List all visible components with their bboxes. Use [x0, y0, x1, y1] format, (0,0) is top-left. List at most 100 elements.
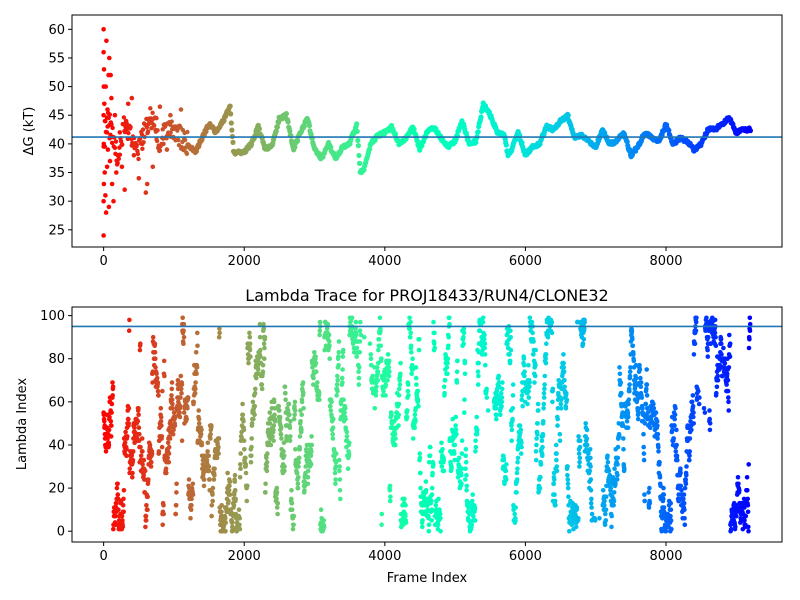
- lambda-point: [257, 321, 263, 327]
- dg-point: [176, 137, 181, 143]
- lambda-point: [115, 492, 121, 497]
- lambda-point: [169, 386, 175, 392]
- lambda-point: [661, 485, 666, 491]
- lambda-point: [691, 410, 696, 415]
- lambda-point: [408, 330, 414, 336]
- lambda-point: [555, 406, 561, 411]
- lambda-point: [257, 334, 263, 340]
- dg-point: [392, 131, 399, 137]
- lambda-point: [264, 464, 270, 469]
- lambda-point: [245, 483, 250, 489]
- dg-y-tick-label: 60: [48, 23, 65, 38]
- lambda-point: [393, 436, 398, 441]
- lambda-point: [519, 440, 524, 446]
- lambda-point: [356, 375, 362, 381]
- lambda-point: [136, 425, 142, 431]
- lambda-point: [521, 362, 527, 368]
- lambda-point: [600, 488, 606, 493]
- lambda-point: [368, 356, 374, 362]
- lambda-point: [264, 468, 270, 474]
- lambda-point: [588, 455, 593, 461]
- lambda-point: [668, 513, 673, 519]
- lambda-point: [406, 393, 411, 398]
- lambda-point: [576, 451, 582, 456]
- lambda-point: [496, 380, 502, 385]
- lambda-point: [113, 522, 118, 528]
- lambda-point: [687, 457, 692, 463]
- lambda-point: [126, 416, 131, 422]
- lambda-point: [321, 518, 327, 523]
- dg-point: [107, 55, 112, 61]
- lambda-point: [293, 447, 298, 452]
- lambda-point: [244, 498, 250, 504]
- lambda-point: [396, 423, 401, 428]
- lambda-point: [565, 481, 571, 487]
- lambda-point: [609, 513, 614, 519]
- lambda-point: [278, 425, 284, 431]
- lambda-point: [674, 442, 679, 448]
- dg-point: [306, 123, 313, 129]
- lambda-point: [296, 459, 302, 465]
- lambda-point: [354, 345, 360, 351]
- dg-point: [178, 107, 184, 112]
- lambda-point: [707, 408, 712, 413]
- lambda-point: [641, 444, 646, 450]
- lambda-point: [408, 343, 414, 349]
- lambda-point: [119, 513, 125, 519]
- dg-y-tick-label: 45: [48, 109, 65, 124]
- dg-y-axis-label: ΔG (kT): [22, 107, 37, 156]
- lambda-y-tick-label: 40: [48, 438, 65, 453]
- lambda-point: [174, 490, 179, 495]
- lambda-point: [482, 337, 487, 342]
- lambda-point: [577, 455, 583, 461]
- lambda-point: [206, 464, 212, 469]
- lambda-point: [611, 503, 616, 508]
- lambda-point: [745, 503, 751, 508]
- lambda-point: [409, 350, 414, 355]
- lambda-point: [638, 384, 644, 390]
- lambda-point: [356, 369, 361, 375]
- lambda-point: [247, 334, 253, 340]
- lambda-point: [267, 410, 273, 415]
- lambda-point: [258, 354, 263, 359]
- lambda-point: [237, 526, 243, 532]
- lambda-point: [274, 490, 280, 495]
- lambda-point: [627, 369, 633, 375]
- dg-point: [361, 167, 367, 173]
- dg-y-tick-label: 25: [48, 223, 65, 238]
- lambda-point: [159, 444, 165, 450]
- dg-point: [136, 176, 142, 181]
- lambda-point: [237, 516, 242, 521]
- lambda-point: [475, 427, 480, 433]
- lambda-point: [404, 414, 410, 420]
- lambda-point: [248, 459, 254, 465]
- lambda-point: [494, 416, 499, 422]
- lambda-y-tick-label: 100: [40, 309, 65, 324]
- lambda-point: [414, 382, 419, 387]
- lambda-point: [287, 412, 292, 418]
- lambda-point: [225, 470, 230, 476]
- lambda-point: [386, 365, 392, 370]
- lambda-point: [603, 518, 609, 523]
- lambda-point: [158, 419, 164, 424]
- lambda-point: [724, 371, 730, 377]
- lambda-point: [279, 436, 284, 441]
- lambda-point: [111, 526, 116, 532]
- dg-point: [103, 193, 108, 198]
- lambda-point: [317, 319, 323, 325]
- lambda-point: [498, 412, 503, 418]
- dg-y-tick-label: 30: [48, 195, 65, 210]
- lambda-point: [405, 408, 410, 413]
- lambda-point: [374, 365, 380, 370]
- lambda-point: [530, 330, 535, 336]
- lambda-point: [340, 380, 345, 385]
- lambda-point: [150, 334, 156, 340]
- lambda-point: [110, 393, 115, 398]
- lambda-y-tick-label: 80: [48, 352, 65, 367]
- lambda-point: [238, 451, 243, 456]
- lambda-point: [561, 365, 567, 370]
- lambda-point: [417, 451, 423, 456]
- lambda-point: [417, 337, 422, 342]
- lambda-point: [746, 345, 752, 351]
- dg-point: [103, 210, 109, 215]
